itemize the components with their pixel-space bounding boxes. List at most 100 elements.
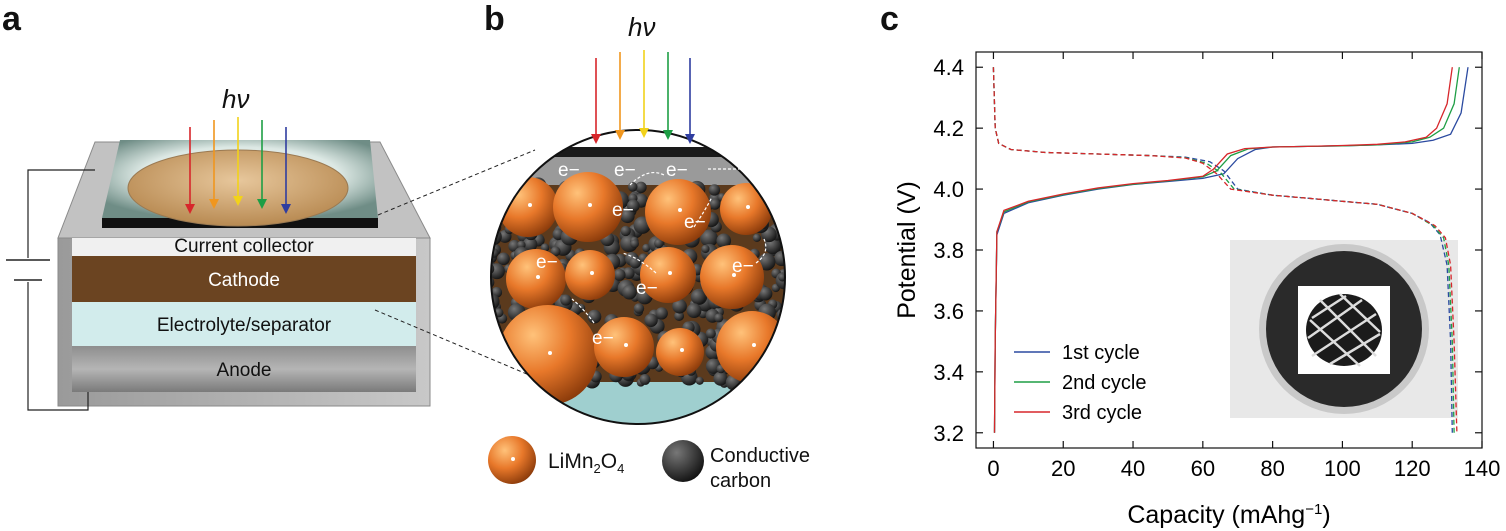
carbon-particle [774,250,785,267]
carbon-particle [630,239,639,249]
current-collector-label: Current collector [174,236,314,257]
carbon-particle [770,362,785,379]
limn2o4-particle [506,249,566,309]
light-rays [185,117,291,214]
y-tick-label: 4.2 [933,116,964,141]
carbon-particle [622,284,637,300]
carbon-legend-line2: carbon [710,470,772,492]
current-collector-layer [72,238,416,256]
carbon-particle [758,286,773,301]
carbon-particle [672,298,687,314]
x-tick-label: 80 [1260,456,1284,481]
y-tick-label: 3.6 [933,299,964,324]
carbon-particle [522,237,538,252]
carbon-particle [780,311,785,322]
electron-label: e− [636,278,658,299]
x-tick-label: 20 [1051,456,1075,481]
panel-label-c: c [880,0,899,38]
carbon-particle [613,268,626,281]
series-line-discharge [992,67,1455,433]
carbon-legend-line1: Conductive [710,445,811,467]
carbon-particle [491,333,499,346]
x-tick-label: 120 [1394,456,1431,481]
magnified-cathode [490,129,786,425]
electron-label: e− [612,200,634,221]
carbon-particle [773,358,784,369]
limn2o4-particle [565,250,615,300]
carbon-particle [626,199,640,213]
series-line-charge [993,67,1469,433]
carbon-particle [774,351,783,360]
carbon-particle [708,184,721,196]
carbon-particle [771,193,785,210]
particle-highlight [590,271,594,275]
carbon-particle [491,339,497,348]
particle-highlight [624,343,628,347]
cathode-layer [72,256,416,302]
carbon-particle [503,179,518,193]
carbon-particle [620,225,631,237]
carbon-particle [709,198,721,210]
carbon-particle [491,345,501,357]
x-tick-label: 60 [1191,456,1215,481]
cathode-label: Cathode [208,270,280,291]
carbon-particle [497,252,510,266]
particle-highlight [668,271,672,275]
y-tick-label: 3.4 [933,360,964,385]
limn2o4-particle [656,328,704,376]
carbon-particle [491,336,501,352]
carbon-particle [655,307,668,320]
wire-bottom [27,282,89,411]
carbon-particle [587,309,602,324]
electrolyte-layer [72,302,416,346]
x-axis-label: Capacity (mAhg−1) [1127,501,1330,529]
carbon-particle [627,182,638,192]
carbon-particle [695,376,704,385]
carbon-particle [778,346,785,363]
battery-diagram [6,117,431,411]
carbon-particle [494,363,512,382]
carbon-particle [491,218,496,233]
limn2o4-particle [498,177,558,237]
light-symbol-b: hν [628,12,656,42]
limn2o4-particle [720,183,772,235]
particle-highlight [678,208,682,212]
light-rays-b [591,50,695,144]
carbon-particle [550,246,561,257]
carbon-particle [491,216,499,228]
carbon-particle [767,179,779,191]
legend-label: 2nd cycle [1062,372,1147,394]
carbon-particle [701,244,710,254]
carbon-legend-label: Conductive carbon [710,444,810,494]
carbon-particle [491,304,494,314]
carbon-particle [686,303,702,319]
x-tick-label: 100 [1324,456,1361,481]
limn2o4-particle [594,317,654,377]
carbon-particle [633,303,645,314]
y-tick-label: 4.4 [933,55,964,80]
carbon-particle [775,215,785,226]
carbon-particle [639,374,651,385]
y-axis-label: Potential (V) [893,181,921,319]
carbon-particle [629,256,642,269]
carbon-particle [690,289,706,305]
carbon-legend-icon [662,440,704,482]
y-tick-label: 4.0 [933,177,964,202]
carbon-particle [491,376,500,388]
limn2o4-legend-label: LiMn2O4 [548,450,625,477]
legend-label: 1st cycle [1062,342,1140,364]
y-tick-label: 3.2 [933,421,964,446]
electron-label: e− [614,160,636,181]
carbon-particle [775,325,785,343]
carbon-particle [716,233,732,249]
legend-label: 3rd cycle [1062,402,1142,424]
panel-label-b: b [484,0,505,38]
carbon-particle [491,330,497,343]
series-line-charge [993,67,1460,433]
carbon-particle [714,313,724,323]
electron-label: e− [666,160,688,181]
carbon-particle [700,229,718,248]
panel-label-a: a [2,0,21,38]
series-line-charge [993,67,1453,433]
y-tick-label: 3.8 [933,238,964,263]
